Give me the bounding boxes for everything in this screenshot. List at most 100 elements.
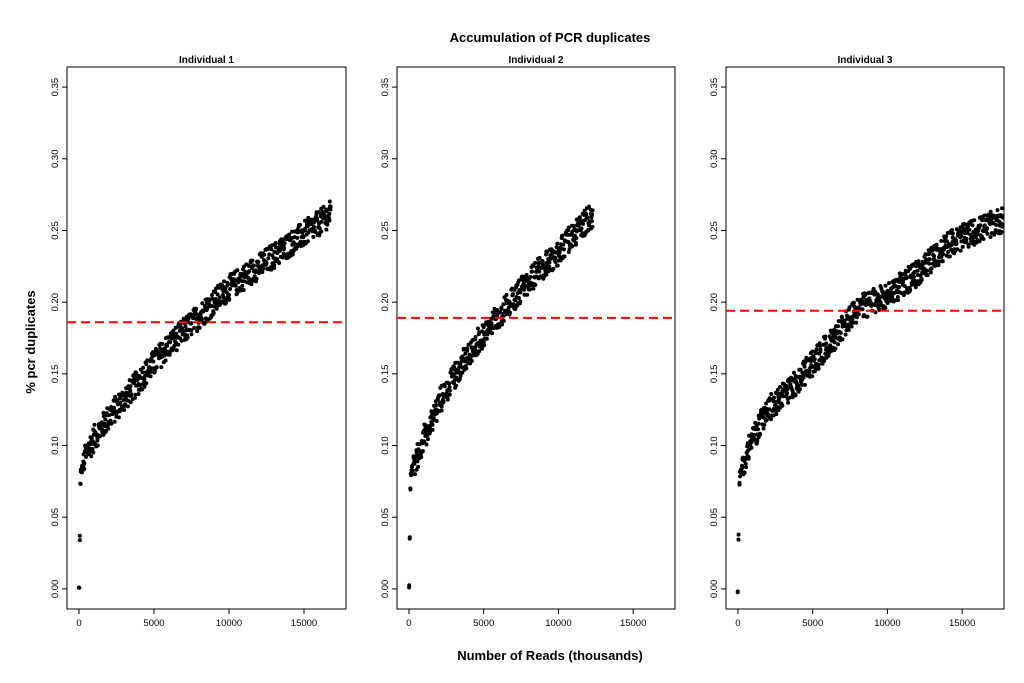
data-point	[424, 442, 429, 447]
data-point	[590, 219, 594, 224]
data-point	[325, 222, 330, 227]
y-tick-label: 0.20	[380, 293, 391, 312]
data-point	[415, 459, 420, 464]
data-point	[740, 465, 745, 470]
data-point	[516, 296, 521, 300]
data-point	[769, 417, 773, 422]
data-point	[544, 272, 549, 277]
data-point	[428, 430, 432, 435]
data-point	[994, 222, 999, 227]
data-point	[745, 444, 750, 449]
data-point	[548, 256, 553, 261]
data-point	[210, 296, 215, 301]
data-point	[463, 364, 468, 369]
data-point	[847, 305, 852, 310]
data-point	[927, 257, 932, 262]
data-point	[537, 255, 542, 260]
data-point	[167, 352, 172, 357]
data-point	[919, 277, 924, 282]
data-point	[90, 446, 95, 451]
data-point	[122, 408, 127, 412]
data-point	[890, 293, 895, 298]
data-point	[843, 332, 848, 337]
data-point	[824, 341, 829, 346]
data-point	[995, 208, 1000, 213]
data-point	[264, 261, 269, 266]
data-point	[77, 585, 82, 590]
data-point	[840, 337, 845, 342]
data-point	[217, 295, 222, 300]
data-point	[560, 233, 564, 238]
data-point	[434, 419, 439, 423]
data-point	[531, 263, 536, 268]
data-point	[844, 313, 849, 318]
data-point	[929, 266, 934, 271]
data-point	[743, 461, 748, 466]
data-point	[803, 382, 807, 387]
data-point	[936, 263, 941, 268]
data-point	[590, 224, 595, 229]
data-point	[950, 231, 955, 236]
data-point	[579, 226, 584, 231]
data-point	[89, 436, 94, 441]
data-point	[755, 441, 759, 446]
data-point	[573, 240, 578, 245]
data-point	[109, 421, 114, 426]
data-point	[195, 329, 200, 334]
y-tick-label: 0.25	[380, 221, 391, 240]
x-tick-label: 15000	[949, 618, 975, 629]
panel-2: Individual 2 0 5000 10000 15000 0.00 0.05 0.10 0…	[380, 55, 676, 629]
data-point	[507, 311, 512, 316]
data-point	[183, 324, 188, 329]
data-point	[407, 585, 412, 590]
data-point	[470, 353, 475, 358]
data-point	[298, 239, 303, 244]
panel-title: Individual 2	[508, 55, 563, 66]
data-point	[934, 242, 939, 247]
data-point	[530, 269, 535, 274]
data-point	[257, 271, 261, 275]
scatter-points	[76, 199, 333, 590]
data-point	[846, 328, 851, 332]
data-point	[250, 258, 255, 263]
data-point	[128, 400, 133, 405]
data-point	[735, 590, 740, 595]
data-point	[970, 223, 975, 228]
data-point	[297, 222, 302, 227]
data-point	[851, 300, 856, 305]
data-point	[981, 237, 986, 241]
data-point	[409, 472, 414, 477]
data-point	[185, 335, 190, 340]
data-point	[410, 468, 415, 473]
data-point	[736, 532, 741, 537]
data-point	[220, 299, 225, 304]
data-point	[269, 247, 274, 252]
data-point	[225, 283, 230, 288]
data-point	[774, 412, 779, 417]
data-point	[77, 538, 82, 543]
data-point	[235, 268, 240, 273]
data-point	[128, 388, 133, 393]
data-point	[947, 254, 952, 259]
data-point	[746, 455, 751, 460]
data-point	[439, 404, 444, 409]
data-point	[100, 427, 105, 432]
data-point	[928, 270, 933, 275]
data-point	[787, 395, 792, 400]
data-point	[832, 340, 837, 345]
data-point	[445, 397, 450, 402]
panel-title: Individual 1	[179, 55, 234, 66]
data-point	[99, 424, 104, 429]
data-point	[766, 412, 771, 417]
data-point	[311, 234, 316, 239]
y-tick-label: 0.35	[50, 78, 61, 97]
x-tick-label: 15000	[620, 618, 646, 629]
data-point	[327, 218, 332, 223]
x-tick-label: 0	[735, 618, 740, 629]
data-point	[106, 426, 111, 431]
y-tick-label: 0.00	[709, 580, 720, 599]
data-point	[82, 467, 87, 472]
data-point	[785, 391, 790, 396]
data-point	[865, 314, 870, 319]
data-point	[964, 237, 969, 241]
